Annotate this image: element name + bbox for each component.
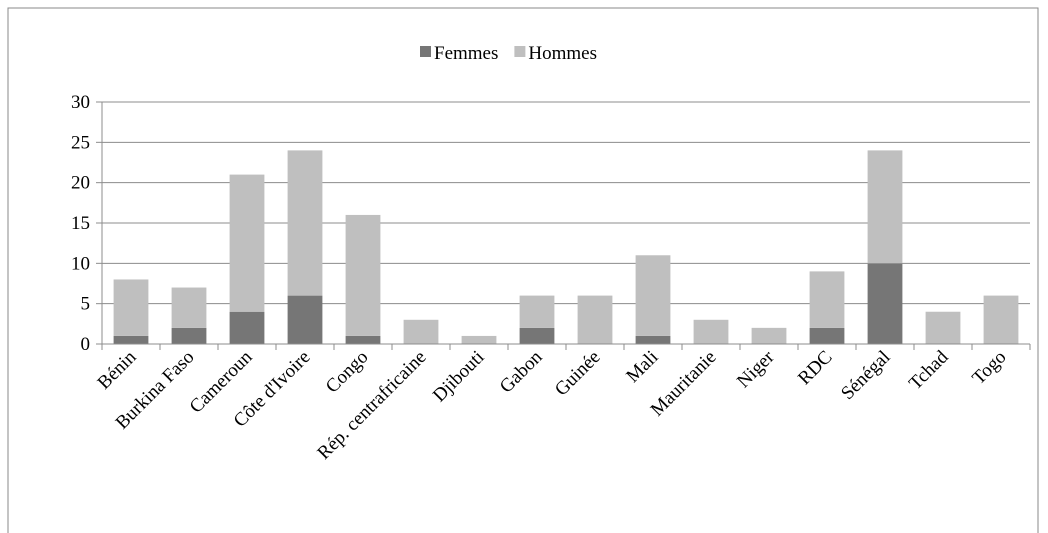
bar-segment — [519, 327, 555, 344]
x-tick-label: Rép. centrafricaine — [313, 347, 430, 464]
bar-segment — [577, 295, 613, 344]
bar-segment — [635, 335, 671, 344]
y-tick-label: 20 — [71, 173, 90, 194]
bar-segment — [113, 279, 149, 336]
y-tick-label: 15 — [71, 213, 90, 234]
y-tick-label: 25 — [71, 132, 90, 153]
bar-segment — [171, 327, 207, 344]
bar-segment — [867, 263, 903, 344]
x-tick-label: Togo — [968, 347, 1010, 389]
bar-segment — [809, 327, 845, 344]
bar-segment — [461, 335, 497, 344]
bar-segment — [983, 295, 1019, 344]
bar-segment — [751, 327, 787, 344]
bar-segment — [287, 150, 323, 296]
x-tick-label: Guinée — [551, 347, 605, 401]
bar-segment — [229, 311, 265, 344]
x-tick-label: Congo — [322, 347, 373, 398]
legend-swatch — [514, 46, 526, 57]
x-tick-label: Djibouti — [429, 347, 489, 407]
bar-segment — [287, 295, 323, 344]
bar-segment — [925, 311, 961, 344]
bar-segment — [345, 214, 381, 336]
bar-segment — [345, 335, 381, 344]
bar-segment — [403, 319, 439, 344]
bar-segment — [693, 319, 729, 344]
legend-swatch — [420, 46, 431, 57]
bar-segment — [171, 287, 207, 328]
bar-segment — [635, 255, 671, 336]
bar-segment — [519, 295, 555, 328]
bar-segment — [229, 174, 265, 312]
legend-label: Femmes — [434, 43, 498, 64]
y-tick-label: 30 — [71, 92, 90, 113]
y-tick-label: 5 — [81, 294, 91, 315]
bar-segment — [867, 150, 903, 264]
bar-segment — [809, 271, 845, 328]
x-tick-label: Niger — [733, 346, 779, 392]
y-tick-label: 0 — [81, 334, 91, 355]
chart-frame — [7, 7, 1039, 533]
y-tick-label: 10 — [71, 253, 90, 274]
bar-segment — [113, 335, 149, 344]
x-tick-label: Sénégal — [837, 347, 894, 404]
x-tick-label: RDC — [794, 347, 836, 389]
x-tick-label: Gabon — [496, 346, 547, 397]
x-tick-label: Bénin — [94, 346, 141, 393]
x-tick-label: Tchad — [905, 346, 953, 394]
legend-label: Hommes — [528, 43, 597, 64]
x-tick-label: Mali — [622, 347, 662, 387]
legend: Femmes Hommes — [420, 43, 597, 64]
